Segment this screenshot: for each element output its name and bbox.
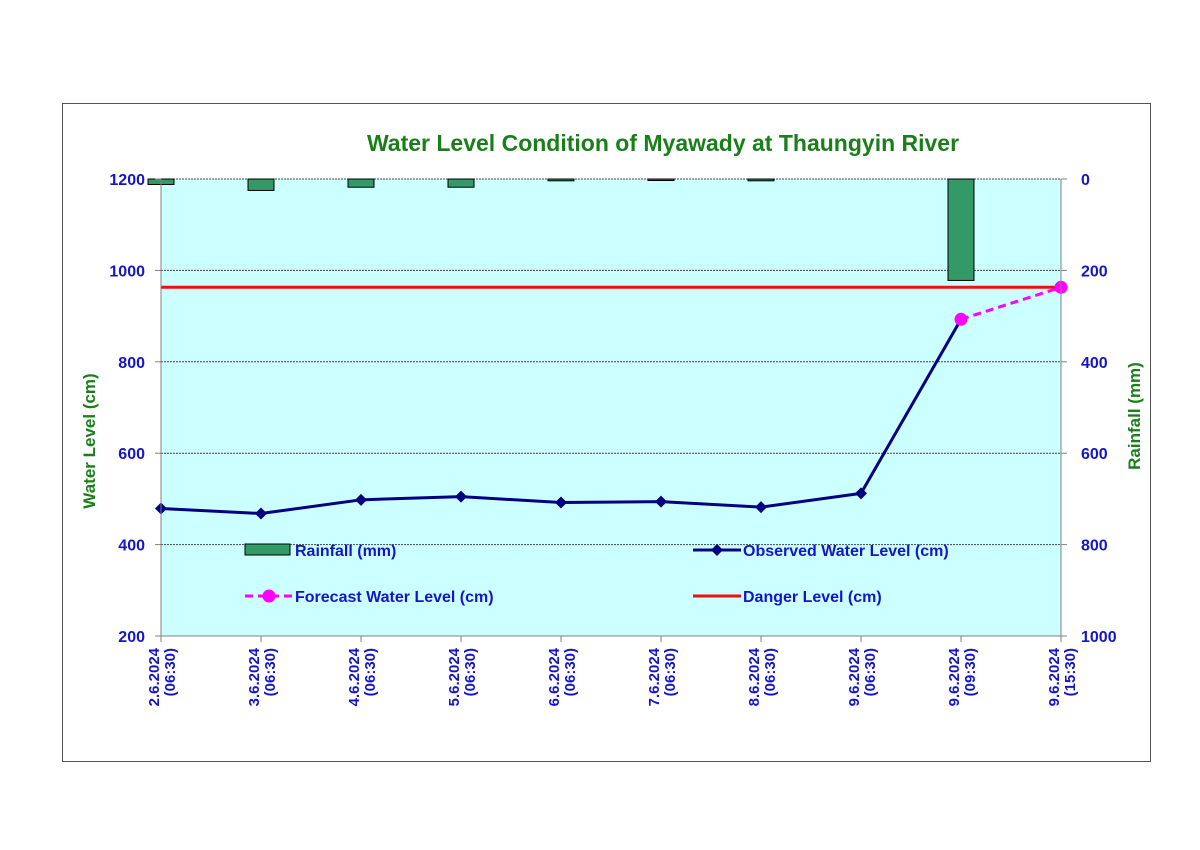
y-tick-label: 600	[118, 446, 145, 463]
x-tick-label-time: (09:30)	[962, 648, 979, 696]
y-axis-title: Water Level (cm)	[80, 373, 99, 508]
forecast-point	[954, 312, 968, 326]
y-tick-label: 400	[118, 538, 145, 555]
x-tick-label-time: (15:30)	[1062, 648, 1079, 696]
x-tick-label: 3.6.2024 (06:30)	[246, 647, 279, 706]
legend-label: Observed Water Level (cm)	[743, 543, 949, 560]
plot-area	[161, 179, 1061, 636]
observed-point	[655, 495, 667, 508]
x-tick-label: 5.6.2024 (06:30)	[446, 647, 479, 706]
x-tick-label-date: 9.6.2024	[1046, 647, 1063, 706]
y2-tick-label: 400	[1081, 355, 1108, 372]
x-tick-label: 9.6.2024 (09:30)	[946, 647, 979, 706]
chart-title: Water Level Condition of Myawady at Thau…	[367, 130, 959, 156]
water-level-chart: 200 400 600 800 1000 1200 0 200 400 600 800 1000 2.6…	[80, 130, 1144, 706]
x-tick-label-time: (06:30)	[562, 648, 579, 696]
x-tick-label-date: 3.6.2024	[246, 647, 263, 706]
x-tick-label-time: (06:30)	[162, 648, 179, 696]
y2-tick-label: 600	[1081, 446, 1108, 463]
x-tick-label-date: 8.6.2024	[746, 647, 763, 706]
x-tick-label-date: 7.6.2024	[646, 647, 663, 706]
legend-item: Rainfall (mm)	[244, 543, 396, 560]
legend-label: Rainfall (mm)	[295, 543, 396, 560]
x-tick-label: 8.6.2024 (06:30)	[746, 647, 779, 706]
rainfall-bar	[347, 178, 375, 188]
x-tick-label-date: 6.6.2024	[546, 647, 563, 706]
observed-point	[555, 496, 567, 509]
legend-item: Observed Water Level (cm)	[693, 543, 949, 560]
rainfall-bar	[747, 178, 775, 182]
x-tick-label-time: (06:30)	[462, 648, 479, 696]
x-tick-label-date: 9.6.2024	[846, 647, 863, 706]
x-tick-label-time: (06:30)	[762, 648, 779, 696]
x-tick-label-time: (06:30)	[662, 648, 679, 696]
observed-to-forecast-segment	[859, 318, 963, 495]
x-tick-label: 2.6.2024 (06:30)	[146, 647, 179, 706]
x-tick-label: 7.6.2024 (06:30)	[646, 647, 679, 706]
water-level-lines	[155, 280, 1068, 520]
legend-item: Danger Level (cm)	[693, 589, 882, 606]
x-tick-label: 9.6.2024 (06:30)	[846, 647, 879, 706]
x-tick-label-date: 9.6.2024	[946, 647, 963, 706]
x-tick-label-time: (06:30)	[362, 648, 379, 696]
x-tick-label: 6.6.2024 (06:30)	[546, 647, 579, 706]
observed-point	[355, 493, 367, 506]
gridlines	[161, 178, 1061, 546]
y-tick-label: 200	[118, 629, 145, 646]
rainfall-bar	[447, 178, 475, 188]
rainfall-bar	[647, 178, 675, 181]
observed-point	[255, 507, 267, 520]
y2-axis-title: Rainfall (mm)	[1125, 362, 1144, 470]
observed-point	[755, 501, 767, 514]
observed-line	[160, 491, 862, 516]
rainfall-bar	[547, 178, 575, 182]
x-tick-label-time: (06:30)	[262, 648, 279, 696]
rainfall-bar	[947, 178, 975, 281]
x-tick-label-time: (06:30)	[862, 648, 879, 696]
legend-marker-observed	[711, 544, 723, 556]
y-tick-label: 1200	[109, 172, 145, 189]
legend-label: Danger Level (cm)	[743, 589, 882, 606]
y2-tick-label: 200	[1081, 263, 1108, 280]
legend: Rainfall (mm) Observed Water Level (cm) Fo…	[244, 543, 949, 606]
legend-item: Forecast Water Level (cm)	[245, 589, 494, 606]
rainfall-bar	[247, 178, 275, 191]
legend-swatch-rainfall	[244, 543, 291, 556]
x-tick-label: 4.6.2024 (06:30)	[346, 647, 379, 706]
y-tick-label: 800	[118, 355, 145, 372]
y2-tick-label: 800	[1081, 538, 1108, 555]
chart-frame: 200 400 600 800 1000 1200 0 200 400 600 800 1000 2.6…	[62, 103, 1151, 762]
legend-marker-forecast	[262, 589, 276, 603]
x-tick-label-date: 2.6.2024	[146, 647, 163, 706]
x-tick-label-date: 4.6.2024	[346, 647, 363, 706]
axes: 200 400 600 800 1000 1200 0 200 400 600 800 1000 2.6…	[109, 172, 1116, 706]
forecast-line	[960, 285, 1062, 321]
y-tick-label: 1000	[109, 263, 145, 280]
y2-tick-label: 0	[1081, 172, 1090, 189]
x-tick-label: 9.6.2024 (15:30)	[1046, 647, 1079, 706]
y2-tick-label: 1000	[1081, 629, 1117, 646]
legend-label: Forecast Water Level (cm)	[295, 589, 494, 606]
observed-point	[455, 490, 467, 503]
x-tick-label-date: 5.6.2024	[446, 647, 463, 706]
